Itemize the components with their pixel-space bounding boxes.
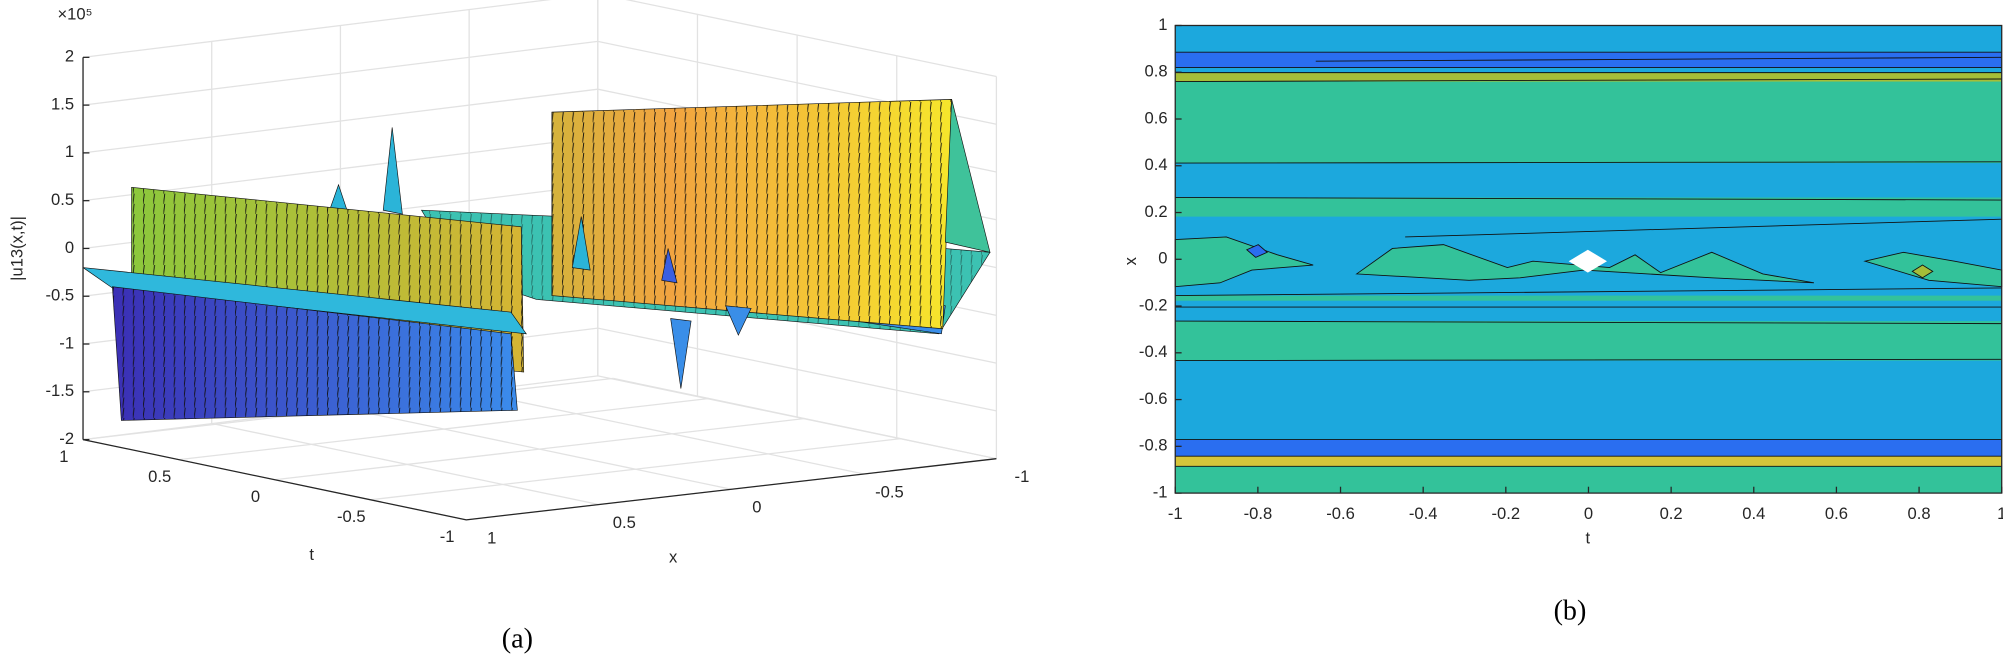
z-tick-label: -1.5 <box>45 381 74 400</box>
y-tick-label: -0.2 <box>1139 295 1168 314</box>
x-tick-label: -1 <box>1015 467 1030 486</box>
t-tick-label: 1 <box>59 447 68 466</box>
t-tick-label: -1 <box>440 527 455 546</box>
caption: (b) <box>1554 595 1587 626</box>
x-label: x <box>669 547 678 566</box>
y-tick-label: 1 <box>1158 15 1167 34</box>
x-tick-label: 0.8 <box>1908 504 1931 523</box>
y-tick-label: 0.2 <box>1144 202 1167 221</box>
ticks: -1 -0.8 -0.6 -0.4 -0.2 0 0.2 0.4 0.6 0.8 1 -1 -0.8 -0… <box>1139 15 2003 523</box>
x-label: t <box>1586 528 1591 547</box>
x-tick-label: 0.2 <box>1660 504 1683 523</box>
contour <box>1174 24 2003 494</box>
z-tick-label: 0 <box>65 238 74 257</box>
y-tick-label: -1 <box>1153 482 1168 501</box>
z-tick-label: 0.5 <box>51 190 74 209</box>
z-tick-label: 1 <box>65 142 74 161</box>
grid-line <box>347 408 732 490</box>
t-tick-label: 0.5 <box>148 467 171 486</box>
z-tick-label: -1 <box>59 333 74 352</box>
x-tick-label: 1 <box>1997 504 2003 523</box>
x-tick-label: -0.6 <box>1326 504 1355 523</box>
grid-line <box>480 393 864 475</box>
y-tick-label: 0.6 <box>1144 108 1167 127</box>
y-tick-label: -0.4 <box>1139 342 1168 361</box>
y-tick-label: 0.8 <box>1144 62 1167 81</box>
caption: (a) <box>502 623 533 654</box>
x-tick-label: 0.4 <box>1742 504 1765 523</box>
t-label: t <box>309 545 314 564</box>
x-tick-label: 0.5 <box>613 513 636 532</box>
z-tick-label: 1.5 <box>51 95 74 114</box>
grid-line <box>82 0 997 78</box>
axes: -2 -1.5 -1 -0.5 0 0.5 1 1.5 2 1 0.5 0 -0.5 -1 1 0.5 0 -0.… <box>45 47 1029 548</box>
x-tick-label: -0.5 <box>875 482 904 501</box>
z-label: |u13(x,t)| <box>7 216 26 281</box>
x-tick-label: -0.4 <box>1409 504 1438 523</box>
x-tick-label: -1 <box>1168 504 1183 523</box>
y-tick-label: -0.8 <box>1139 436 1168 455</box>
x-tick-label: 0 <box>752 498 761 517</box>
grid-line <box>215 423 599 506</box>
grid-line <box>613 377 997 460</box>
t-tick-label: -0.5 <box>337 507 366 526</box>
z-scale: ×10⁵ <box>57 5 92 24</box>
x-tick-label: 0 <box>1584 504 1593 523</box>
t-tick-label: 0 <box>251 487 260 506</box>
z-tick-label: 2 <box>65 47 74 66</box>
x-tick-label: -0.8 <box>1244 504 1273 523</box>
y-tick-label: 0 <box>1158 249 1167 268</box>
z-tick-label: -0.5 <box>45 286 74 305</box>
x-tick-label: -0.2 <box>1492 504 1521 523</box>
y-tick-label: 0.4 <box>1144 155 1167 174</box>
surface <box>82 99 991 421</box>
z-tick-label: -2 <box>59 429 74 448</box>
y-label: x <box>1121 256 1140 265</box>
y-tick-label: -0.6 <box>1139 389 1168 408</box>
x-tick-label: 0.6 <box>1825 504 1848 523</box>
x-tick-label: 1 <box>487 528 496 547</box>
